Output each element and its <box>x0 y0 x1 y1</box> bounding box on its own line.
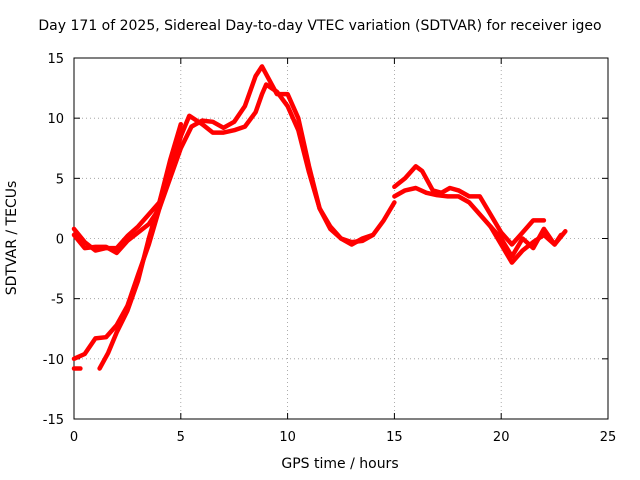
x-tick-label: 25 <box>600 430 617 445</box>
x-tick-label: 0 <box>70 430 78 445</box>
x-axis-label: GPS time / hours <box>281 456 399 472</box>
x-tick-label: 5 <box>177 430 185 445</box>
chart-title: Day 171 of 2025, Sidereal Day-to-day VTE… <box>38 18 602 34</box>
series-line-track-e <box>97 121 184 371</box>
series-group <box>71 64 568 371</box>
y-tick-label: -5 <box>51 293 64 308</box>
y-tick-label: 5 <box>56 172 64 187</box>
series-line-track-a <box>71 82 397 253</box>
x-tick-label: 20 <box>493 430 510 445</box>
x-tick-label: 10 <box>279 430 296 445</box>
x-tick-label: 15 <box>386 430 403 445</box>
series-line-track-b <box>71 64 376 256</box>
y-tick-label: 10 <box>47 112 64 127</box>
series-line-track-f <box>392 164 547 247</box>
series-line-track-h <box>488 224 568 265</box>
y-tick-label: -10 <box>43 353 64 368</box>
y-tick-label: 15 <box>47 52 64 67</box>
y-tick-label: 0 <box>56 233 64 248</box>
ticks: 0 5 10 15 20 25 -15 -10 -5 0 5 10 15 <box>43 52 617 445</box>
y-tick-label: -15 <box>43 413 64 428</box>
